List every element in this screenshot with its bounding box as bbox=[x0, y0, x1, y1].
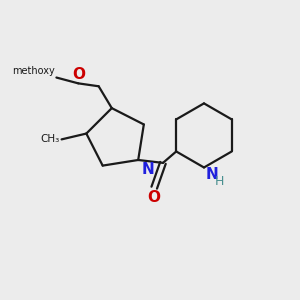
Text: N: N bbox=[142, 162, 154, 177]
Text: N: N bbox=[206, 167, 218, 182]
Text: H: H bbox=[215, 175, 224, 188]
Text: CH₃: CH₃ bbox=[41, 134, 60, 144]
Text: O: O bbox=[72, 67, 85, 82]
Text: methoxy: methoxy bbox=[12, 66, 55, 76]
Text: O: O bbox=[148, 190, 161, 205]
